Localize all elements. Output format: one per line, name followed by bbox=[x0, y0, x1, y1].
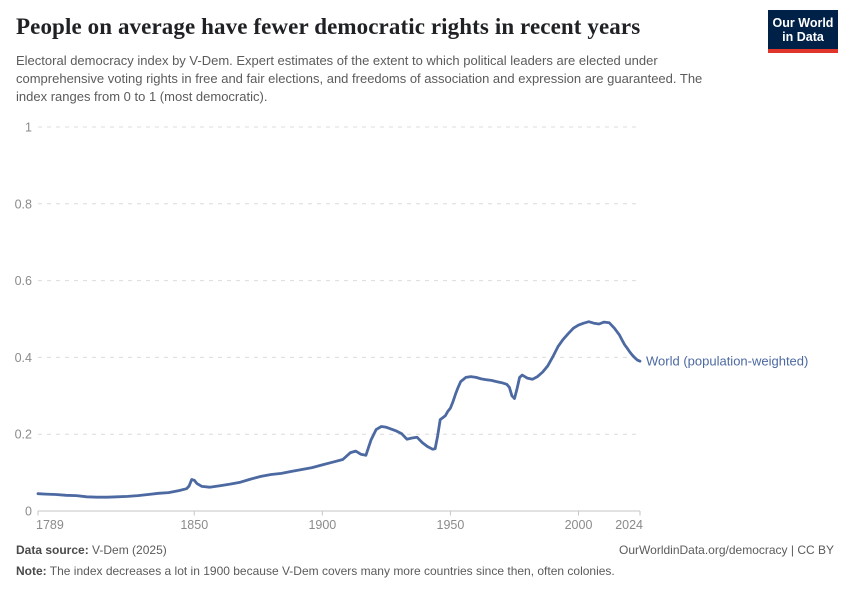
attribution-link[interactable]: OurWorldinData.org/democracy | CC BY bbox=[619, 543, 834, 557]
data-source-value[interactable]: V-Dem (2025) bbox=[92, 543, 167, 557]
note-text: The index decreases a lot in 1900 becaus… bbox=[49, 564, 615, 578]
y-tick-label: 0 bbox=[25, 505, 32, 519]
x-tick-label: 1850 bbox=[180, 518, 208, 532]
x-tick-label: 1789 bbox=[36, 518, 64, 532]
series-label[interactable]: World (population-weighted) bbox=[646, 354, 808, 369]
series-line[interactable] bbox=[36, 320, 642, 499]
data-source-label: Data source: bbox=[16, 543, 89, 557]
owid-logo-line2: in Data bbox=[782, 29, 824, 44]
owid-logo-line1: Our World bbox=[772, 15, 834, 30]
x-tick-label: 1900 bbox=[308, 518, 336, 532]
chart-subtitle: Electoral democracy index by V-Dem. Expe… bbox=[16, 53, 703, 104]
x-tick-label: 2024 bbox=[615, 518, 643, 532]
y-tick-label: 0.8 bbox=[15, 197, 32, 211]
page-title: People on average have fewer democratic … bbox=[16, 14, 641, 39]
chart-area[interactable]: 0 0.2 0.4 0.6 0.8 1 1789 1850 1900 1950 2000 2024 Wo… bbox=[0, 110, 850, 542]
note-label: Note: bbox=[16, 564, 47, 578]
x-tick-label: 2000 bbox=[565, 518, 593, 532]
y-tick-label: 0.6 bbox=[15, 274, 32, 288]
owid-logo[interactable]: Our World in Data bbox=[768, 10, 838, 53]
y-tick-label: 1 bbox=[25, 121, 32, 135]
chart-note: Note: The index decreases a lot in 1900 … bbox=[16, 564, 834, 578]
chart-footer: Data source: V-Dem (2025) OurWorldinData… bbox=[16, 543, 834, 578]
x-tick-label: 1950 bbox=[437, 518, 465, 532]
y-tick-label: 0.4 bbox=[15, 351, 32, 365]
chart-svg[interactable]: 0 0.2 0.4 0.6 0.8 1 1789 1850 1900 1950 2000 2024 Wo… bbox=[0, 110, 850, 542]
data-source: Data source: V-Dem (2025) bbox=[16, 543, 167, 557]
y-tick-label: 0.2 bbox=[15, 428, 32, 442]
